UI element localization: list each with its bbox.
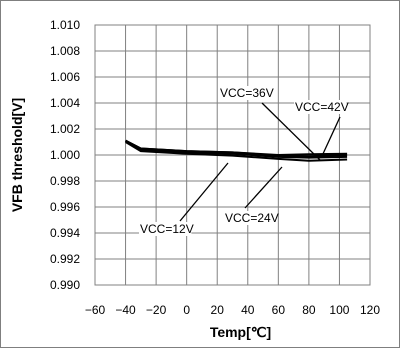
x-tick-label: −20	[146, 303, 167, 317]
x-tick-label: 60	[272, 303, 286, 317]
annotations: VCC=36V VCC=42V VCC=12V VCC=24V	[139, 86, 349, 236]
annotation-label-bg	[219, 86, 272, 100]
annotation-label-bg	[224, 211, 277, 225]
x-tick-label: 0	[183, 303, 190, 317]
series-line	[125, 139, 348, 159]
y-tick-label: 1.006	[50, 70, 80, 84]
annotation-label: VCC=36V	[220, 86, 274, 100]
x-tick-label: 80	[302, 303, 316, 317]
y-tick-label: 0.996	[50, 200, 80, 214]
y-tick-label: 0.992	[50, 252, 80, 266]
y-tick-label: 1.002	[50, 122, 80, 136]
x-tick-label: −40	[115, 303, 136, 317]
x-tick-label: 40	[241, 303, 255, 317]
y-tick-label: 1.008	[50, 44, 80, 58]
series-line	[125, 139, 348, 156]
annotation-leader-line	[261, 102, 321, 161]
annotation-leader-line	[321, 116, 341, 157]
annotation-leader-line	[179, 162, 229, 222]
y-tick-label: 0.990	[50, 278, 80, 292]
annotation-label: VCC=24V	[225, 211, 279, 225]
x-tick-label: 120	[360, 303, 380, 317]
x-tick-label: 100	[329, 303, 349, 317]
annotation-label: VCC=42V	[295, 100, 349, 114]
x-axis-label: Temp[℃]	[210, 324, 271, 340]
annotation-leader-line	[244, 166, 283, 209]
annotation-label: VCC=12V	[140, 222, 194, 236]
y-tick-label: 1.010	[50, 18, 80, 32]
series-lines	[125, 139, 348, 162]
y-tick-label: 1.004	[50, 96, 80, 110]
y-tick-label: 0.994	[50, 226, 80, 240]
y-tick-label: 1.000	[50, 148, 80, 162]
tick-labels: −60 −40 −20 0 20 40 60 80 100 120 1.010 1.008 1.006 1…	[50, 18, 380, 317]
annotation-label-bg	[294, 100, 347, 114]
annotation-label-bg	[139, 222, 192, 236]
series-line	[125, 141, 348, 162]
y-tick-label: 0.998	[50, 174, 80, 188]
plot-border	[94, 24, 371, 286]
y-axis-label: VFB threshold[V]	[9, 98, 25, 212]
x-tick-label: 20	[211, 303, 225, 317]
annotation-leaders	[179, 102, 341, 222]
x-tick-label: −60	[85, 303, 106, 317]
